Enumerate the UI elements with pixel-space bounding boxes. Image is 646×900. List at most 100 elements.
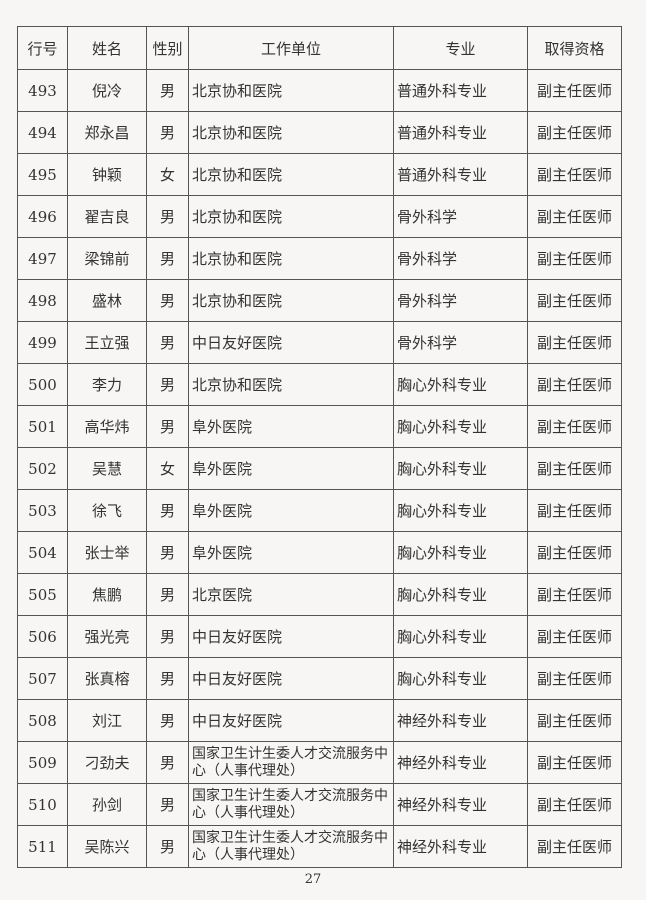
cell-row-number: 495 bbox=[17, 153, 68, 196]
cell-name: 焦鹏 bbox=[67, 573, 147, 616]
header-row: 行号 姓名 性别 工作单位 专业 取得资格 bbox=[17, 26, 622, 70]
cell-qualification: 副主任医师 bbox=[527, 447, 622, 490]
cell-name: 徐飞 bbox=[67, 489, 147, 532]
cell-employer: 北京协和医院 bbox=[188, 111, 394, 154]
cell-gender: 男 bbox=[146, 531, 189, 574]
cell-gender: 男 bbox=[146, 237, 189, 280]
cell-row-number: 504 bbox=[17, 531, 68, 574]
table-row: 495 钟颖女北京协和医院 普通外科专业 副主任医师 bbox=[17, 153, 622, 196]
table-row: 508 刘江男中日友好医院 神经外科专业 副主任医师 bbox=[17, 699, 622, 742]
cell-employer: 北京协和医院 bbox=[188, 69, 394, 112]
cell-qualification: 副主任医师 bbox=[527, 237, 622, 280]
cell-row-number: 502 bbox=[17, 447, 68, 490]
cell-qualification: 副主任医师 bbox=[527, 531, 622, 574]
cell-name: 高华炜 bbox=[67, 405, 147, 448]
cell-name: 吴慧 bbox=[67, 447, 147, 490]
cell-specialty: 骨外科学 bbox=[393, 279, 528, 322]
cell-gender: 男 bbox=[146, 405, 189, 448]
cell-name: 盛林 bbox=[67, 279, 147, 322]
cell-specialty: 骨外科学 bbox=[393, 195, 528, 238]
cell-employer: 北京协和医院 bbox=[188, 153, 394, 196]
cell-gender: 男 bbox=[146, 489, 189, 532]
cell-qualification: 副主任医师 bbox=[527, 195, 622, 238]
table-row: 493 倪冷男北京协和医院 普通外科专业 副主任医师 bbox=[17, 69, 622, 112]
cell-qualification: 副主任医师 bbox=[527, 153, 622, 196]
cell-employer: 北京协和医院 bbox=[188, 279, 394, 322]
cell-specialty: 胸心外科专业 bbox=[393, 615, 528, 658]
header-name: 姓名 bbox=[67, 26, 147, 70]
table-row: 502 吴慧女阜外医院 胸心外科专业 副主任医师 bbox=[17, 447, 622, 490]
cell-specialty: 骨外科学 bbox=[393, 321, 528, 364]
table-row: 494 郑永昌男北京协和医院 普通外科专业 副主任医师 bbox=[17, 111, 622, 154]
table-row: 505 焦鹏男北京医院 胸心外科专业 副主任医师 bbox=[17, 573, 622, 616]
cell-specialty: 神经外科专业 bbox=[393, 741, 528, 784]
table-row: 509 刁劲夫男国家卫生计生委人才交流服务中心（人事代理处） 神经外科专业 副主任医师 bbox=[17, 741, 622, 784]
cell-row-number: 501 bbox=[17, 405, 68, 448]
cell-name: 刘江 bbox=[67, 699, 147, 742]
cell-qualification: 副主任医师 bbox=[527, 615, 622, 658]
cell-row-number: 503 bbox=[17, 489, 68, 532]
cell-name: 王立强 bbox=[67, 321, 147, 364]
header-employer: 工作单位 bbox=[188, 26, 394, 70]
cell-qualification: 副主任医师 bbox=[527, 657, 622, 700]
table-row: 504 张士举男阜外医院 胸心外科专业 副主任医师 bbox=[17, 531, 622, 574]
cell-gender: 男 bbox=[146, 699, 189, 742]
cell-specialty: 普通外科专业 bbox=[393, 69, 528, 112]
cell-gender: 男 bbox=[146, 741, 189, 784]
cell-employer: 中日友好医院 bbox=[188, 615, 394, 658]
cell-gender: 男 bbox=[146, 321, 189, 364]
cell-specialty: 神经外科专业 bbox=[393, 783, 528, 826]
cell-employer: 中日友好医院 bbox=[188, 657, 394, 700]
cell-gender: 男 bbox=[146, 279, 189, 322]
cell-gender: 女 bbox=[146, 153, 189, 196]
table-row: 500 李力男北京协和医院 胸心外科专业 副主任医师 bbox=[17, 363, 622, 406]
cell-name: 翟吉良 bbox=[67, 195, 147, 238]
cell-employer: 阜外医院 bbox=[188, 489, 394, 532]
cell-employer: 中日友好医院 bbox=[188, 321, 394, 364]
cell-employer: 中日友好医院 bbox=[188, 699, 394, 742]
cell-specialty: 胸心外科专业 bbox=[393, 489, 528, 532]
cell-specialty: 神经外科专业 bbox=[393, 699, 528, 742]
cell-name: 孙剑 bbox=[67, 783, 147, 826]
cell-qualification: 副主任医师 bbox=[527, 279, 622, 322]
cell-employer: 国家卫生计生委人才交流服务中心（人事代理处） bbox=[188, 741, 394, 784]
cell-specialty: 胸心外科专业 bbox=[393, 447, 528, 490]
cell-specialty: 胸心外科专业 bbox=[393, 657, 528, 700]
cell-employer: 阜外医院 bbox=[188, 405, 394, 448]
header-row-no: 行号 bbox=[17, 26, 68, 70]
cell-employer: 北京医院 bbox=[188, 573, 394, 616]
header-qualification: 取得资格 bbox=[527, 26, 622, 70]
cell-row-number: 494 bbox=[17, 111, 68, 154]
cell-specialty: 胸心外科专业 bbox=[393, 363, 528, 406]
cell-specialty: 普通外科专业 bbox=[393, 153, 528, 196]
cell-row-number: 507 bbox=[17, 657, 68, 700]
header-specialty: 专业 bbox=[393, 26, 528, 70]
table-row: 498 盛林男北京协和医院 骨外科学 副主任医师 bbox=[17, 279, 622, 322]
cell-employer: 阜外医院 bbox=[188, 447, 394, 490]
cell-specialty: 胸心外科专业 bbox=[393, 405, 528, 448]
cell-qualification: 副主任医师 bbox=[527, 741, 622, 784]
table-row: 507 张真榕男中日友好医院 胸心外科专业 副主任医师 bbox=[17, 657, 622, 700]
cell-qualification: 副主任医师 bbox=[527, 825, 622, 868]
cell-name: 郑永昌 bbox=[67, 111, 147, 154]
cell-row-number: 511 bbox=[17, 825, 68, 868]
table-row: 506 强光亮男中日友好医院 胸心外科专业 副主任医师 bbox=[17, 615, 622, 658]
cell-name: 倪冷 bbox=[67, 69, 147, 112]
cell-name: 钟颖 bbox=[67, 153, 147, 196]
cell-name: 梁锦前 bbox=[67, 237, 147, 280]
header-gender: 性别 bbox=[146, 26, 189, 70]
cell-employer: 北京协和医院 bbox=[188, 195, 394, 238]
table-row: 496 翟吉良男北京协和医院 骨外科学 副主任医师 bbox=[17, 195, 622, 238]
cell-name: 强光亮 bbox=[67, 615, 147, 658]
table-row: 499 王立强男中日友好医院 骨外科学 副主任医师 bbox=[17, 321, 622, 364]
cell-gender: 男 bbox=[146, 69, 189, 112]
qualification-table: 行号 姓名 性别 工作单位 专业 取得资格 493 倪冷男北京协和医院 普通外科专业… bbox=[17, 26, 622, 868]
table-row: 497 梁锦前男北京协和医院 骨外科学 副主任医师 bbox=[17, 237, 622, 280]
cell-qualification: 副主任医师 bbox=[527, 69, 622, 112]
cell-gender: 男 bbox=[146, 195, 189, 238]
cell-gender: 男 bbox=[146, 825, 189, 868]
cell-specialty: 胸心外科专业 bbox=[393, 573, 528, 616]
cell-gender: 男 bbox=[146, 363, 189, 406]
cell-row-number: 505 bbox=[17, 573, 68, 616]
cell-row-number: 499 bbox=[17, 321, 68, 364]
